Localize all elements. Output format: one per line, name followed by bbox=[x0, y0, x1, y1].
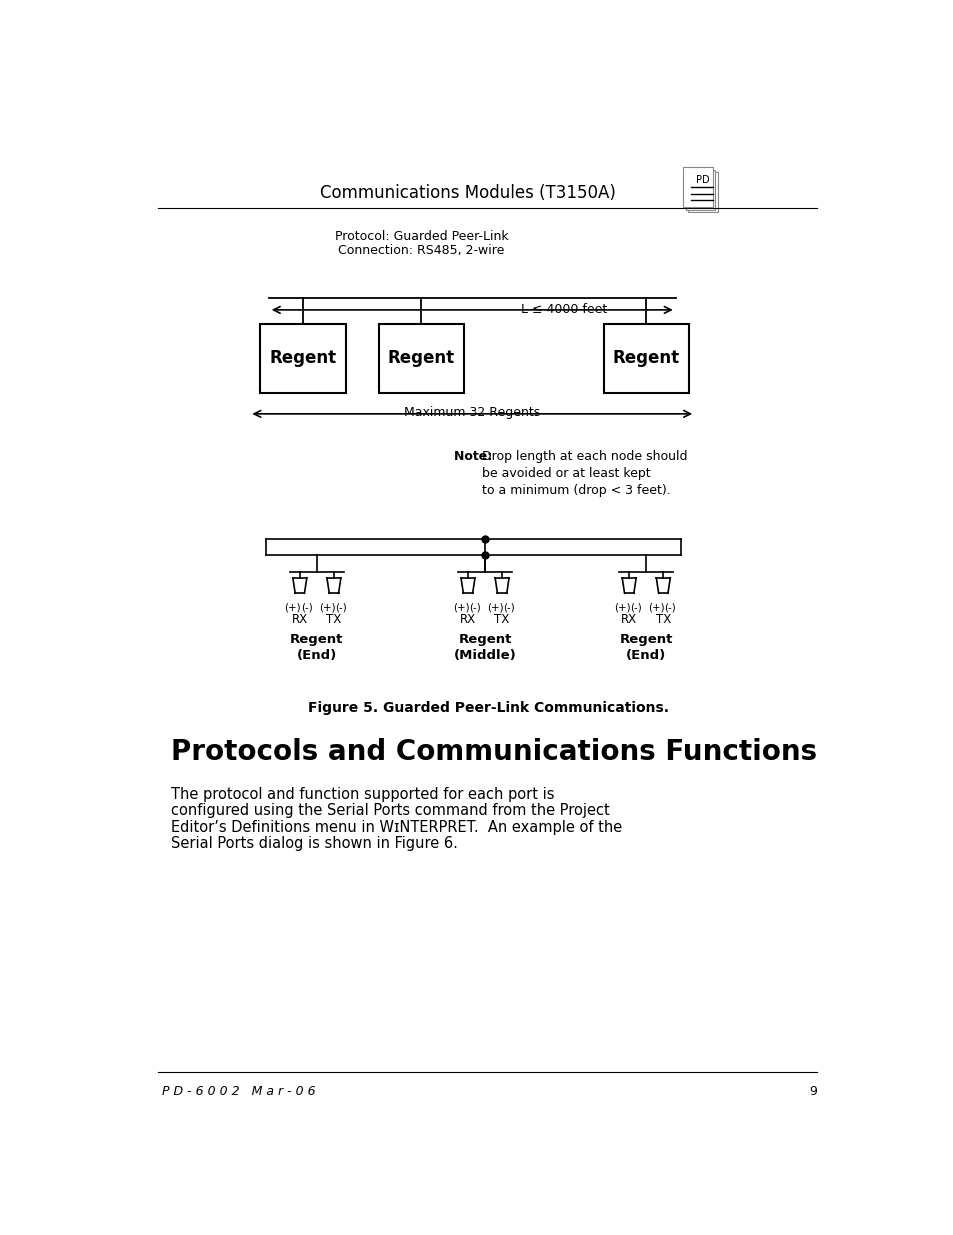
Text: (-): (-) bbox=[502, 603, 515, 613]
Text: RX: RX bbox=[620, 613, 637, 625]
Text: Figure 5. Guarded Peer-Link Communications.: Figure 5. Guarded Peer-Link Communicatio… bbox=[308, 701, 669, 715]
Text: (-): (-) bbox=[663, 603, 676, 613]
Bar bbox=[603, 324, 688, 393]
Text: L ≤ 4000 feet: L ≤ 4000 feet bbox=[520, 303, 607, 316]
Text: Maximum 32 Regents: Maximum 32 Regents bbox=[404, 406, 539, 419]
Text: Protocol: Guarded Peer-Link: Protocol: Guarded Peer-Link bbox=[335, 230, 508, 243]
Text: Serial Ports dialog is shown in Figure 6.: Serial Ports dialog is shown in Figure 6… bbox=[171, 836, 457, 851]
Text: The protocol and function supported for each port is: The protocol and function supported for … bbox=[171, 787, 554, 803]
Text: Protocols and Communications Functions: Protocols and Communications Functions bbox=[171, 739, 817, 766]
Text: (-): (-) bbox=[469, 603, 480, 613]
Text: 9: 9 bbox=[808, 1084, 816, 1098]
Text: (+): (+) bbox=[284, 603, 301, 613]
Text: Regent: Regent bbox=[388, 350, 455, 367]
Text: Regent: Regent bbox=[612, 350, 679, 367]
Text: RX: RX bbox=[292, 613, 308, 625]
Bar bbox=[378, 324, 464, 393]
Bar bbox=[682, 168, 712, 207]
Text: Drop length at each node should
be avoided or at least kept
to a minimum (drop <: Drop length at each node should be avoid… bbox=[481, 450, 687, 496]
Text: TX: TX bbox=[326, 613, 341, 625]
Text: RX: RX bbox=[459, 613, 476, 625]
Text: (+): (+) bbox=[647, 603, 664, 613]
Text: Regent
(Middle): Regent (Middle) bbox=[454, 634, 516, 662]
Text: Communications Modules (T3150A): Communications Modules (T3150A) bbox=[319, 184, 616, 201]
Bar bbox=[687, 172, 717, 212]
Bar bbox=[685, 169, 715, 210]
Text: (-): (-) bbox=[300, 603, 313, 613]
Text: Editor’s Definitions menu in WɪNTERPRET.  An example of the: Editor’s Definitions menu in WɪNTERPRET.… bbox=[171, 820, 621, 835]
Text: (+): (+) bbox=[614, 603, 630, 613]
Text: Regent
(End): Regent (End) bbox=[290, 634, 343, 662]
Text: (-): (-) bbox=[630, 603, 641, 613]
Text: (+): (+) bbox=[318, 603, 335, 613]
Text: Note:: Note: bbox=[454, 450, 500, 463]
Text: PD: PD bbox=[696, 175, 709, 185]
Text: configured using the Serial Ports command from the Project: configured using the Serial Ports comman… bbox=[171, 804, 609, 819]
Text: Regent
(End): Regent (End) bbox=[618, 634, 672, 662]
Text: (+): (+) bbox=[453, 603, 469, 613]
Text: (+): (+) bbox=[486, 603, 503, 613]
Text: (-): (-) bbox=[335, 603, 346, 613]
Text: TX: TX bbox=[655, 613, 670, 625]
Text: Regent: Regent bbox=[269, 350, 336, 367]
Text: Connection: RS485, 2-wire: Connection: RS485, 2-wire bbox=[338, 245, 504, 257]
Bar bbox=[260, 324, 345, 393]
Text: TX: TX bbox=[494, 613, 509, 625]
Text: P D - 6 0 0 2   M a r - 0 6: P D - 6 0 0 2 M a r - 0 6 bbox=[162, 1084, 315, 1098]
